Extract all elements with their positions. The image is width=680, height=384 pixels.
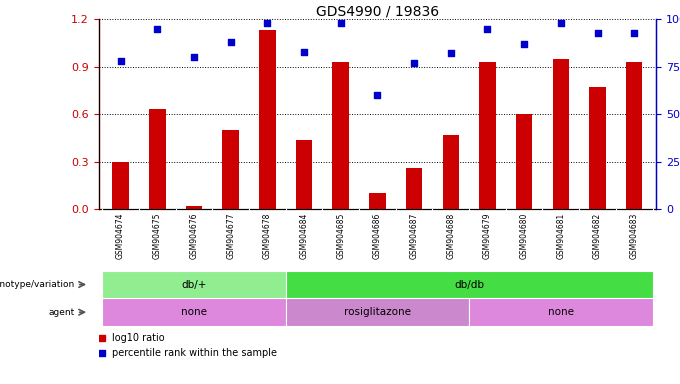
Bar [479,62,496,209]
Bar [149,109,165,209]
Text: GSM904676: GSM904676 [190,213,199,260]
Point [592,30,603,36]
Text: GSM904675: GSM904675 [153,213,162,260]
Text: percentile rank within the sample: percentile rank within the sample [112,348,277,358]
Text: GSM904685: GSM904685 [336,213,345,259]
Point [372,92,383,98]
Point [152,26,163,32]
Text: none: none [181,307,207,317]
Text: GSM904677: GSM904677 [226,213,235,260]
Bar [102,271,286,298]
Text: GSM904688: GSM904688 [446,213,456,259]
Bar [102,298,286,326]
Point [335,20,346,26]
Text: rosiglitazone: rosiglitazone [344,307,411,317]
Bar [259,30,275,209]
Point [115,58,126,64]
Bar [516,114,532,209]
Bar [286,298,469,326]
Text: GSM904686: GSM904686 [373,213,382,259]
Text: GSM904687: GSM904687 [409,213,419,259]
Text: GSM904684: GSM904684 [299,213,309,259]
Text: agent: agent [48,308,75,317]
Point [409,60,420,66]
Bar [626,62,643,209]
Bar [553,59,569,209]
Text: GSM904682: GSM904682 [593,213,602,259]
Text: log10 ratio: log10 ratio [112,333,165,343]
Text: GSM904674: GSM904674 [116,213,125,260]
Bar [469,298,653,326]
Point [556,20,566,26]
Point [519,41,530,47]
Bar [286,271,653,298]
Bar [296,140,312,209]
Bar [222,130,239,209]
Title: GDS4990 / 19836: GDS4990 / 19836 [316,4,439,18]
Point [262,20,273,26]
Bar [186,206,202,209]
Bar [406,168,422,209]
Text: db/db: db/db [454,280,484,290]
Bar [590,87,606,209]
Text: GSM904680: GSM904680 [520,213,528,259]
Text: GSM904683: GSM904683 [630,213,639,259]
Bar [112,162,129,209]
Point [482,26,493,32]
Text: db/+: db/+ [182,280,207,290]
Point [299,48,309,55]
Point [188,54,199,60]
Bar [369,194,386,209]
Text: GSM904678: GSM904678 [263,213,272,259]
Text: GSM904681: GSM904681 [556,213,565,259]
Text: none: none [548,307,574,317]
Bar [443,135,459,209]
Point [445,50,456,56]
Text: GSM904679: GSM904679 [483,213,492,260]
Bar [333,62,349,209]
Point [629,30,640,36]
Text: genotype/variation: genotype/variation [0,280,75,289]
Point [225,39,236,45]
